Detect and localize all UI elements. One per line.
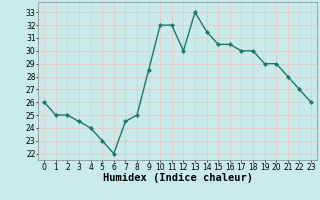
X-axis label: Humidex (Indice chaleur): Humidex (Indice chaleur) (103, 173, 252, 183)
